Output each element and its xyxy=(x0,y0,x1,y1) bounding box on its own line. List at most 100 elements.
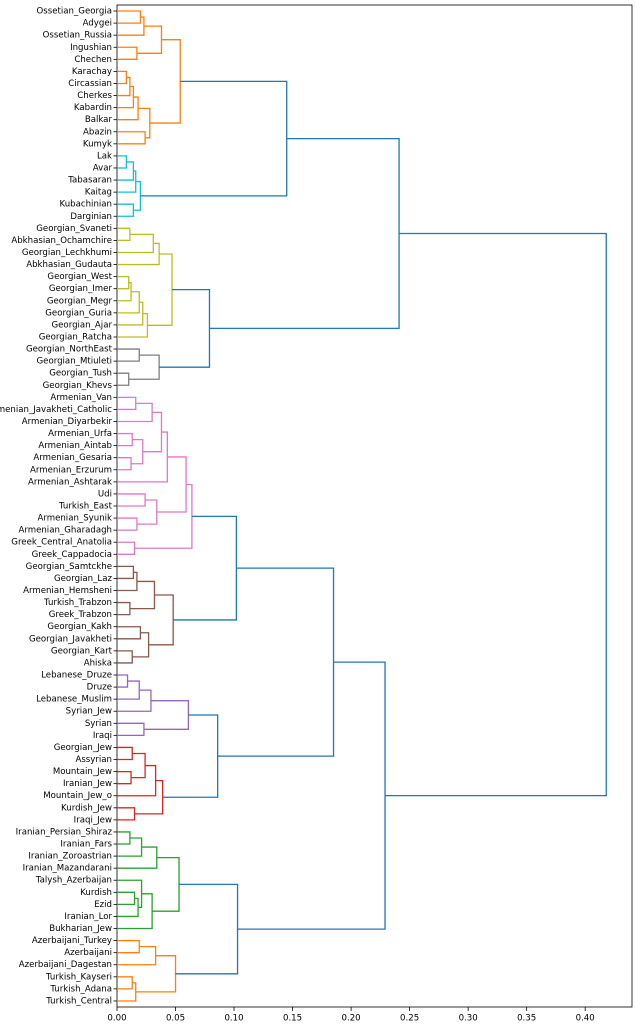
leaf-label: Georgian_Tush xyxy=(49,369,112,379)
link xyxy=(117,282,132,302)
axes-frame xyxy=(116,4,633,1008)
link xyxy=(117,770,132,785)
link xyxy=(117,402,153,423)
leaf-label: Turkish_Kayseri xyxy=(45,972,112,982)
link xyxy=(117,85,135,109)
link xyxy=(117,396,137,411)
link xyxy=(142,411,163,453)
leaf-label: Georgian_Lechkhumi xyxy=(22,248,112,258)
link xyxy=(136,499,158,525)
x-tick-label: 0.35 xyxy=(517,1014,536,1024)
link xyxy=(134,779,164,815)
leaf-label: Georgian_Khevs xyxy=(43,381,113,391)
leaf-label: Chechen xyxy=(74,55,112,65)
leaf-label: Adygei xyxy=(83,19,112,29)
link xyxy=(117,565,135,580)
leaf-label: Abazin xyxy=(83,127,112,137)
leaf-label: Greek_Trabzon xyxy=(49,610,112,620)
leaf-label: Syrian xyxy=(85,719,112,729)
link xyxy=(117,70,128,85)
leaf-label: Georgian_Megr xyxy=(47,296,113,306)
link xyxy=(117,76,131,97)
leaf-label: Iraqi_Jew xyxy=(74,815,112,825)
link xyxy=(117,891,136,906)
link xyxy=(117,131,146,145)
link xyxy=(117,746,133,761)
leaf-label: Armenian_Gharadagh xyxy=(18,526,112,536)
link xyxy=(128,354,160,380)
leaf-label: Turkish_Adana xyxy=(49,984,112,994)
leaf-label: Lebanese_Muslim xyxy=(36,695,112,705)
leaf-label: Ingushian xyxy=(70,43,112,53)
leaf-label: Georgian_Kakh xyxy=(47,622,112,632)
leaf-label: Abkhasian_Ochamchire xyxy=(11,236,112,246)
leaf-label: Ossetian_Georgia xyxy=(37,7,112,17)
x-tick-label: 0.05 xyxy=(166,1014,185,1024)
link xyxy=(147,253,173,326)
link xyxy=(117,493,146,507)
link xyxy=(117,170,137,193)
leaf-label: Kurdish xyxy=(80,888,112,898)
leaf-label: Armenian_Gesaria xyxy=(33,453,112,463)
x-tick-label: 0.00 xyxy=(107,1014,126,1024)
link xyxy=(136,25,163,54)
leaf-label: Iranian_Persian_Shiraz xyxy=(16,827,113,837)
leaf-label: Georgian_Imer xyxy=(49,284,113,294)
leaf-label: Georgian_Ratcha xyxy=(39,332,112,342)
link xyxy=(149,39,181,124)
leaf-label: Tabasaran xyxy=(67,176,112,186)
leaf-label: Georgian_Kart xyxy=(51,646,113,656)
link xyxy=(117,457,132,471)
link xyxy=(117,10,142,24)
leaf-label: Lak xyxy=(97,151,112,161)
link xyxy=(140,80,288,197)
leaf-label: Iranian_Jew xyxy=(63,779,112,789)
link xyxy=(117,976,133,990)
leaf-label: Armenian_Diyarbekir xyxy=(22,417,113,427)
x-tick-label: 0.25 xyxy=(400,1014,419,1024)
leaf-label: Bukharian_Jew xyxy=(49,924,112,934)
leaf-label: Mountain_Jew_o xyxy=(43,791,112,801)
link xyxy=(117,161,135,181)
link xyxy=(117,764,157,797)
leaf-label: Armenian_Javakheti_Catholic xyxy=(0,405,112,415)
link xyxy=(152,856,180,912)
leaf-label: Kaitag xyxy=(85,188,112,198)
link xyxy=(117,432,133,447)
x-tick-label: 0.10 xyxy=(224,1014,243,1024)
link xyxy=(117,722,145,737)
link xyxy=(117,233,154,254)
link xyxy=(117,846,158,869)
leaf-label: Armenian_Syunik xyxy=(37,514,112,524)
leaf-label: Kubachinian xyxy=(60,200,112,210)
leaf-label: Kumyk xyxy=(83,139,112,149)
leaf-label: Ahiska xyxy=(84,658,112,668)
link xyxy=(117,982,137,1002)
leaf-label: Azerbaijani xyxy=(64,948,112,958)
leaf-label: Circassian xyxy=(68,79,112,89)
link xyxy=(117,203,135,217)
leaf-label: Mountain_Jew xyxy=(53,767,112,777)
link xyxy=(156,456,187,513)
leaf-label: Azerbaijani_Turkey xyxy=(32,936,112,946)
link xyxy=(175,883,239,975)
link xyxy=(117,831,131,845)
link xyxy=(134,483,193,549)
link xyxy=(117,541,136,555)
link xyxy=(117,275,130,290)
leaf-label: Azerbaijani_Dagestan xyxy=(19,960,112,970)
link xyxy=(173,515,238,621)
leaf-label: Armenian_Erzurum xyxy=(30,465,112,475)
leaf-label: Iranian_Mazandarani xyxy=(23,864,112,874)
leaf-label: Greek_Central_Anatolia xyxy=(11,538,112,548)
x-tick-label: 0.30 xyxy=(459,1014,478,1024)
leaf-label: Kurdish_Jew xyxy=(61,803,112,813)
link xyxy=(117,674,129,688)
leaf-label: Georgian_Javakheti xyxy=(29,634,112,644)
link xyxy=(131,752,146,779)
leaf-label: Georgian_Jew xyxy=(54,743,112,753)
link xyxy=(132,632,150,658)
link xyxy=(138,107,151,139)
link xyxy=(117,96,139,121)
